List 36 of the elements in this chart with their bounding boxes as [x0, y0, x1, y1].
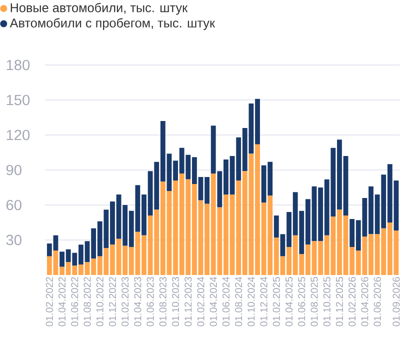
legend-label: Автомобили с пробегом, тыс. штук — [10, 18, 216, 30]
x-tick-label: 01.08.2022 — [84, 277, 91, 326]
x-tick-label: 01.04.2024 — [210, 276, 217, 326]
x-tick-label: 01.02.2026 — [348, 277, 356, 326]
x-tick-label: 01.06.2022 — [71, 277, 78, 326]
x-tick-label: 01.04.2025 — [285, 277, 293, 326]
x-tick-label: 01.08.2023 — [159, 277, 166, 326]
x-tick-label: 01.08.2024 — [235, 276, 242, 326]
y-tick-label: 60 — [6, 200, 22, 210]
x-tick-label: 01.10.2024 — [248, 276, 255, 326]
x-tick-label: 01.12.2024 — [260, 276, 268, 326]
x-tick-label: 01.06.2024 — [222, 276, 230, 326]
y-tick-label: 120 — [6, 130, 30, 140]
x-tick-label: 01.04.2026 — [361, 277, 368, 326]
x-tick-label: 01.06.2026 — [374, 277, 381, 326]
x-tick-label: 01.02.2022 — [46, 277, 53, 326]
x-tick-label: 01.12.2023 — [184, 277, 192, 326]
x-tick-label: 01.02.2024 — [197, 276, 204, 326]
x-tick-label: 01.12.2025 — [336, 277, 344, 326]
x-tick-label: 01.10.2023 — [172, 277, 180, 326]
x-tick-label: 01.06.2025 — [298, 277, 306, 326]
x-tick-label: 01.08.2025 — [310, 277, 318, 326]
x-tick-label: 01.09.2026 — [392, 277, 400, 326]
x-tick-label: 01.02.2023 — [122, 277, 129, 326]
legend-label: Новые автомобили, тыс. штук — [10, 2, 188, 15]
x-tick-label: 01.12.2022 — [108, 277, 116, 326]
x-tick-label: 01.10.2025 — [323, 277, 330, 326]
x-tick-label: 01.10.2022 — [96, 277, 104, 326]
y-tick-label: 30 — [6, 234, 22, 246]
x-tick-label: 01.02.2025 — [272, 277, 280, 326]
y-tick-label: 150 — [6, 94, 30, 106]
x-tick-label: 01.04.2023 — [134, 277, 142, 326]
y-tick-label: 90 — [6, 164, 22, 176]
y-tick-label: 180 — [6, 60, 30, 70]
x-tick-label: 01.06.2023 — [146, 277, 154, 326]
x-tick-label: 01.04.2022 — [58, 277, 66, 326]
